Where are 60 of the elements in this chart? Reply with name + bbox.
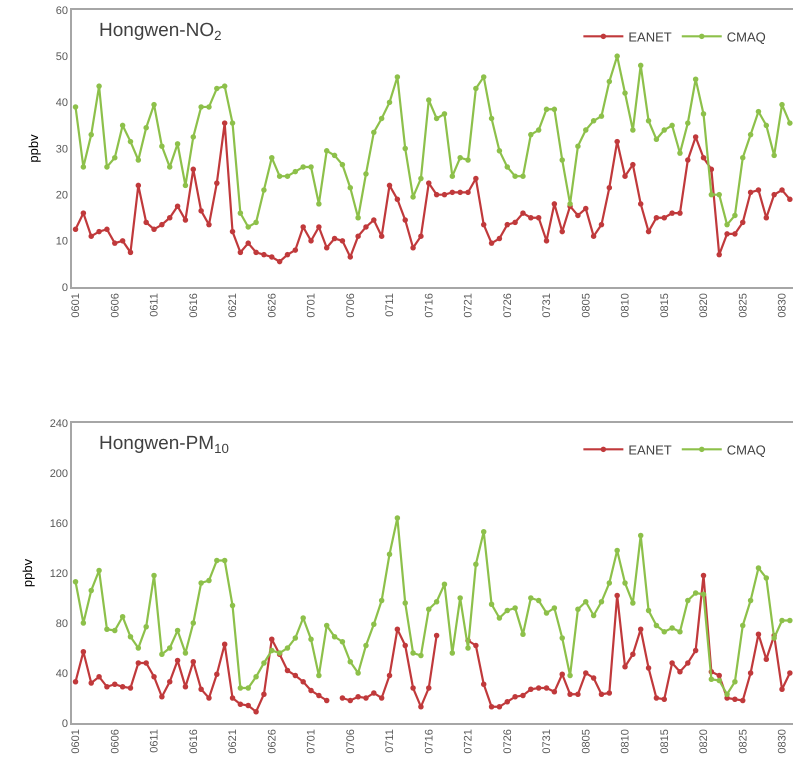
x-tick-label: 0716: [423, 293, 436, 318]
text: Hongwen-NO$_{2}$: [99, 20, 222, 43]
x-tick-label: 0626: [266, 729, 278, 754]
legend-label: EANET: [628, 29, 672, 44]
y-axis-title: ppbv: [20, 558, 36, 588]
x-tick-label: 0626: [266, 293, 278, 318]
y-tick-label: 40: [56, 668, 68, 680]
y-tick-label: 120: [50, 568, 68, 580]
x-tick-label: 0711: [384, 729, 396, 753]
x-tick-label: 0611: [148, 729, 161, 753]
x-tick-label: 0805: [580, 729, 592, 754]
text: Hongwen-PM$_{10}$: [99, 433, 229, 456]
legend-label: CMAQ: [726, 29, 766, 44]
x-tick-label: 0621: [227, 293, 240, 318]
y-tick-label: 10: [56, 236, 68, 248]
x-tick-label: 0721: [462, 293, 475, 318]
x-tick-label: 0606: [109, 293, 122, 318]
x-tick-label: 0810: [620, 729, 632, 754]
y-tick-label: 60: [56, 4, 68, 17]
x-tick-label: 0815: [658, 293, 671, 318]
x-tick-label: 0830: [776, 729, 789, 754]
y-tick-label: 80: [56, 618, 68, 630]
x-tick-label: 0706: [344, 729, 357, 754]
x-tick-label: 0701: [306, 729, 318, 754]
y-tick-label: 160: [50, 518, 68, 530]
x-tick-label: 0830: [776, 293, 789, 318]
x-tick-label: 0706: [344, 293, 357, 318]
y-tick-label: 20: [56, 190, 68, 202]
x-tick-label: 0721: [462, 729, 475, 754]
x-tick-label: 0805: [580, 293, 592, 318]
x-tick-label: 0621: [227, 729, 240, 754]
y-tick-label: 30: [56, 143, 68, 156]
x-tick-label: 0820: [698, 293, 710, 318]
y-tick-label: 200: [50, 468, 68, 480]
x-tick-label: 0616: [188, 293, 200, 318]
x-tick-label: 0716: [423, 729, 436, 754]
y-tick-label: 40: [56, 97, 68, 110]
x-tick-label: 0726: [502, 293, 514, 318]
x-tick-label: 0731: [541, 293, 554, 318]
y-axis-title: ppbv: [26, 134, 42, 163]
x-tick-label: 0820: [698, 729, 710, 754]
x-tick-label: 0825: [737, 729, 750, 754]
x-tick-label: 0616: [188, 729, 200, 754]
x-tick-label: 0815: [658, 729, 671, 754]
y-tick-label: 0: [62, 282, 68, 294]
x-tick-label: 0601: [70, 729, 82, 754]
x-tick-label: 0711: [384, 293, 396, 317]
x-tick-label: 0726: [502, 729, 514, 754]
legend-label: CMAQ: [726, 442, 766, 458]
x-tick-label: 0601: [70, 293, 82, 318]
legend-label: EANET: [628, 442, 672, 458]
x-tick-label: 0701: [306, 293, 318, 318]
x-tick-label: 0611: [148, 293, 161, 317]
y-tick-label: 50: [56, 51, 68, 64]
y-tick-label: 240: [50, 418, 68, 430]
x-tick-label: 0606: [109, 729, 122, 754]
x-tick-label: 0731: [541, 729, 554, 754]
y-tick-label: 0: [62, 718, 68, 730]
x-tick-label: 0810: [620, 293, 632, 318]
x-tick-label: 0825: [737, 293, 750, 318]
